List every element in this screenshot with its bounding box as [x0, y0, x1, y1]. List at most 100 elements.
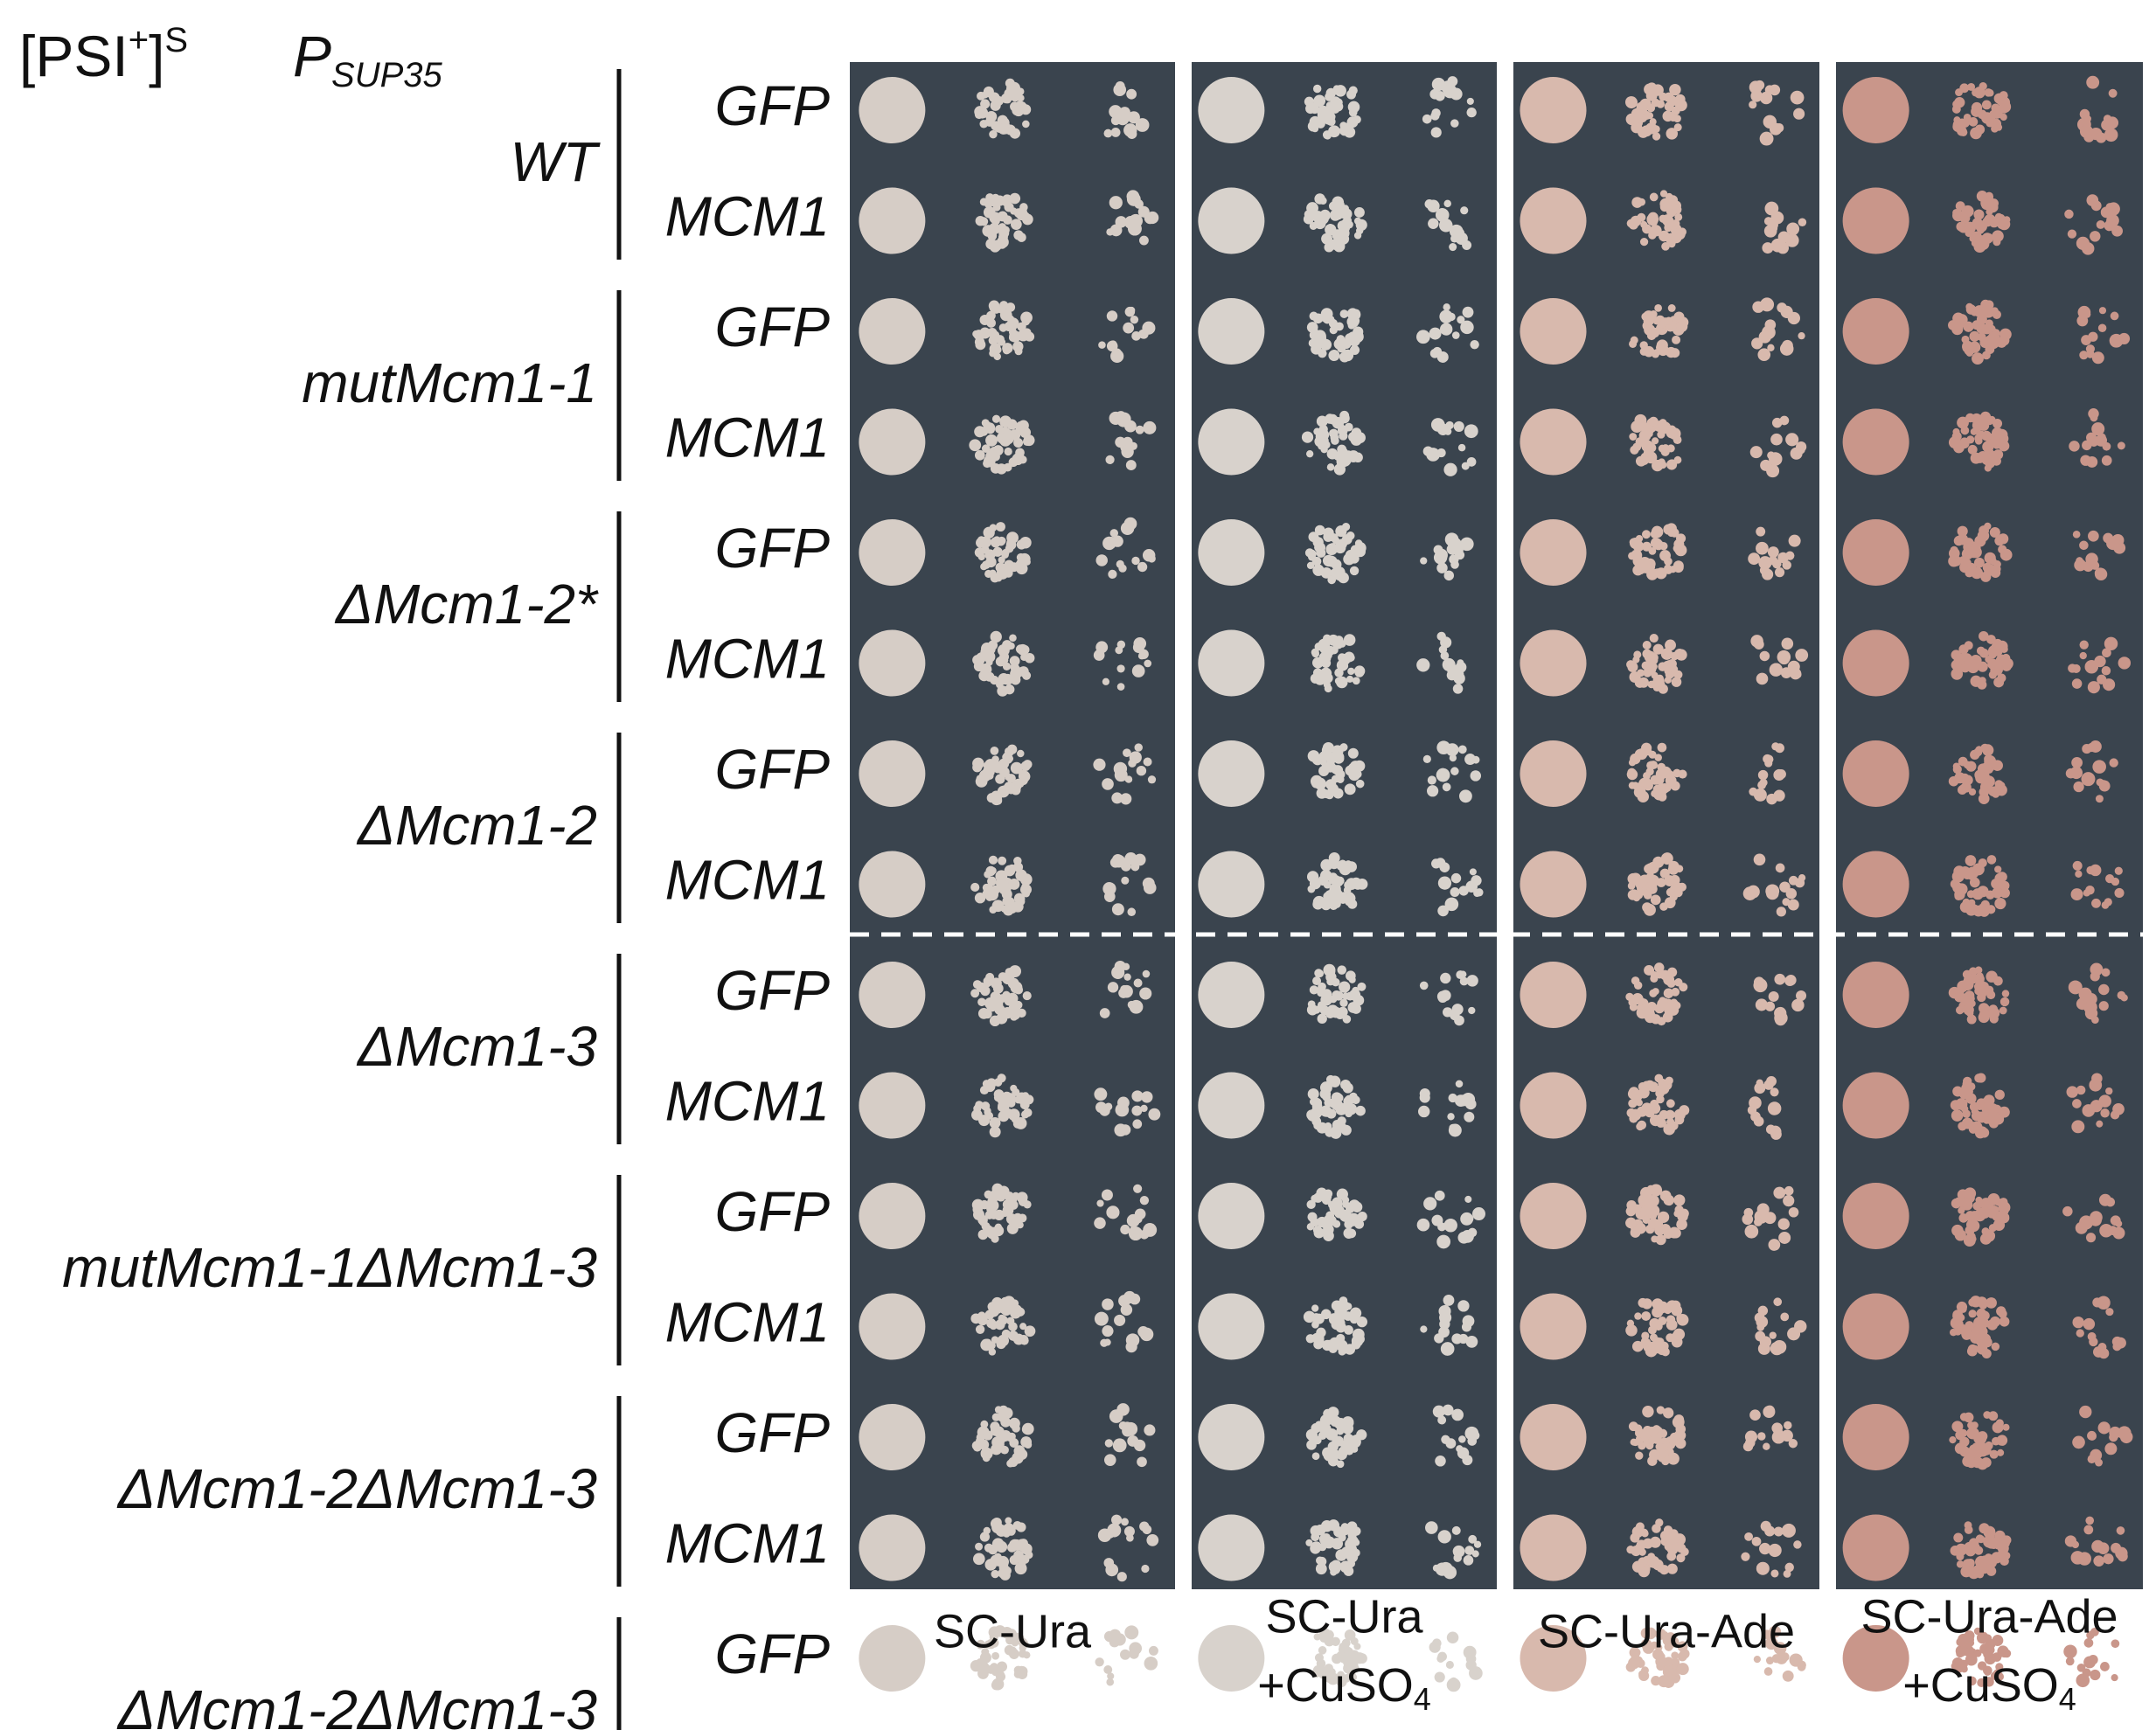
colony [1962, 1109, 1971, 1118]
colony [1662, 1635, 1673, 1646]
colony [1648, 750, 1657, 759]
colony [1109, 529, 1119, 538]
colony [1633, 786, 1646, 798]
colony [1314, 193, 1325, 205]
colony [1974, 453, 1986, 463]
colony [1677, 1641, 1688, 1652]
colony [1332, 203, 1345, 215]
colony [1659, 190, 1668, 198]
colony [1123, 748, 1131, 758]
colony [1961, 1328, 1973, 1340]
spot-confluent [1842, 298, 1909, 365]
colony [1347, 899, 1358, 909]
colony [985, 893, 994, 901]
colony [1758, 330, 1771, 344]
colony [1988, 1113, 2000, 1124]
colony [1310, 1217, 1319, 1227]
colony [2118, 657, 2132, 670]
colony [983, 976, 992, 986]
spot-confluent [859, 740, 926, 807]
colony [1306, 202, 1318, 214]
colony [1967, 1567, 1980, 1580]
colony [1676, 533, 1687, 544]
colony [1975, 1534, 1985, 1543]
colony [1977, 1458, 1988, 1470]
colony [1446, 1678, 1461, 1692]
colony [2090, 1669, 2101, 1681]
colony [1649, 1449, 1660, 1461]
colony [986, 310, 996, 321]
colony [1464, 1111, 1475, 1122]
colony [1095, 1657, 1104, 1667]
colony [1749, 80, 1763, 94]
colony [1453, 1553, 1462, 1562]
colony [1774, 1013, 1787, 1026]
colony [2098, 780, 2108, 789]
plate-gap [1819, 60, 1836, 1591]
plate-shade [850, 62, 1175, 1589]
promoter-text: P [293, 24, 331, 88]
colony [1143, 757, 1152, 767]
colony [1013, 893, 1026, 904]
spot-confluent [1198, 408, 1265, 476]
colony [1022, 670, 1032, 680]
colony [1115, 1102, 1130, 1117]
colony [1450, 119, 1459, 128]
colony [1784, 1185, 1794, 1196]
colony [1094, 1311, 1109, 1326]
colony [1437, 876, 1452, 890]
colony [1959, 773, 1971, 784]
colony [998, 223, 1006, 232]
colony [1339, 895, 1347, 904]
colony [1986, 635, 1996, 644]
colony [1147, 775, 1157, 784]
colony [1342, 1015, 1352, 1024]
colony [1011, 1222, 1019, 1231]
strain-label: ΔMcm1-2ΔMcm1-3 [116, 1457, 598, 1520]
colony [2101, 455, 2112, 466]
colony [1443, 303, 1450, 311]
colony [1095, 554, 1108, 566]
colony [1666, 128, 1679, 140]
colony [1645, 122, 1658, 135]
colony [1461, 462, 1470, 470]
colony [1769, 84, 1781, 96]
colony [1146, 211, 1159, 225]
colony [1337, 423, 1346, 432]
colony [1422, 754, 1431, 763]
colony [1959, 652, 1969, 662]
colony [1657, 430, 1666, 439]
colony [1006, 774, 1016, 783]
colony [1632, 1648, 1641, 1657]
colony [1312, 84, 1322, 94]
colony [1454, 1015, 1464, 1026]
colony [1451, 1004, 1464, 1016]
colony [1753, 978, 1768, 993]
colony [1674, 1430, 1683, 1438]
colony [1443, 462, 1457, 476]
colony [1642, 640, 1652, 650]
colony [1959, 128, 1968, 137]
colony [1999, 1006, 2007, 1015]
colony [2076, 236, 2090, 250]
colony [1331, 888, 1343, 900]
colony [1419, 1087, 1430, 1100]
colony [1111, 903, 1124, 916]
spot-confluent [1520, 1183, 1587, 1249]
colony [1773, 768, 1785, 781]
colony [1638, 1442, 1646, 1450]
colony [1124, 775, 1133, 783]
colony [1649, 633, 1659, 643]
colony [2105, 1197, 2116, 1207]
colony [1346, 1228, 1357, 1239]
colony [1344, 1629, 1356, 1641]
colony [1141, 1091, 1153, 1103]
colony [1102, 1325, 1114, 1337]
colony [1952, 427, 1960, 436]
colony [1979, 411, 1992, 423]
colony [1956, 1301, 1968, 1313]
colony [1006, 1317, 1015, 1325]
colony [1660, 852, 1673, 865]
colony [1473, 1540, 1482, 1548]
colony [1661, 242, 1670, 251]
